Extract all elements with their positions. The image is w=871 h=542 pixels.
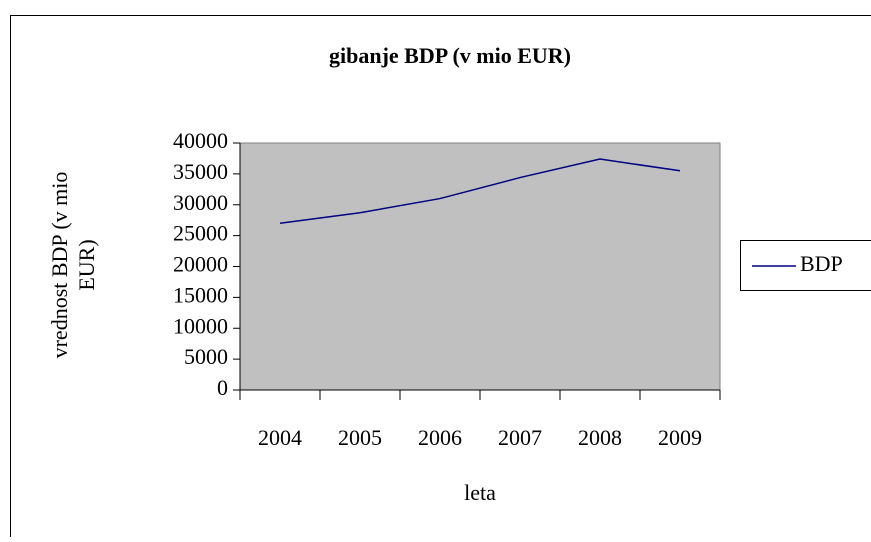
y-tick-label: 5000 — [184, 344, 228, 369]
y-axis-label-line: EUR) — [74, 239, 99, 290]
y-tick-label: 20000 — [173, 252, 228, 277]
y-tick-label: 40000 — [173, 128, 228, 153]
y-tick-label: 35000 — [173, 159, 228, 184]
x-tick-label: 2009 — [658, 425, 702, 450]
y-tick-label: 10000 — [173, 313, 228, 338]
x-tick-label: 2006 — [418, 425, 462, 450]
chart-title: gibanje BDP (v mio EUR) — [329, 43, 571, 68]
x-tick-label: 2004 — [258, 425, 302, 450]
legend-label: BDP — [800, 251, 843, 276]
y-tick-label: 25000 — [173, 221, 228, 246]
x-tick-label: 2005 — [338, 425, 382, 450]
y-axis-label: vrednost BDP (v mio EUR) — [47, 172, 99, 359]
y-axis-label-line: vrednost BDP (v mio — [47, 172, 72, 359]
y-tick-label: 15000 — [173, 282, 228, 307]
x-axis-label: leta — [464, 480, 496, 505]
x-tick-label: 2007 — [498, 425, 542, 450]
y-tick-label: 0 — [217, 375, 228, 400]
y-tick-label: 30000 — [173, 190, 228, 215]
plot-area — [240, 143, 720, 390]
x-tick-label: 2008 — [578, 425, 622, 450]
